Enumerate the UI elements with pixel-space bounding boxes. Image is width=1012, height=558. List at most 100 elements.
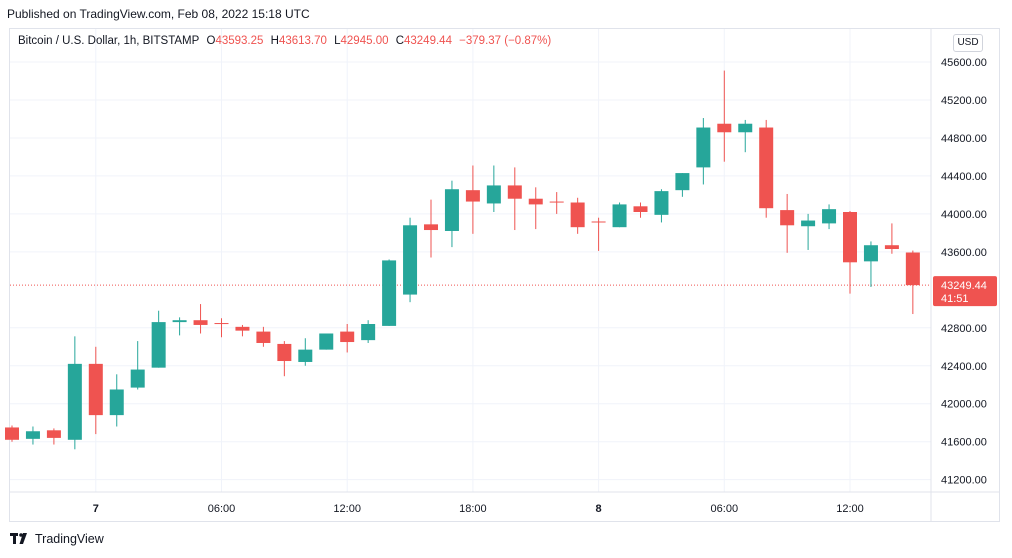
- candle[interactable]: [843, 211, 857, 294]
- candle[interactable]: [863, 241, 878, 287]
- candle[interactable]: [738, 119, 753, 153]
- price-tick-label: 42400.00: [941, 361, 987, 373]
- candle-body: [675, 173, 690, 191]
- candle[interactable]: [361, 320, 376, 343]
- chart-frame: [9, 28, 1000, 522]
- candle-body: [109, 389, 124, 416]
- candle[interactable]: [717, 70, 732, 162]
- candle[interactable]: [801, 213, 816, 250]
- candle-body: [382, 260, 397, 326]
- candle-body: [88, 363, 103, 416]
- footer: TradingView: [10, 532, 104, 546]
- candle-body: [298, 349, 313, 362]
- candle[interactable]: [780, 193, 795, 253]
- close-value: 43249.44: [404, 35, 452, 47]
- candle[interactable]: [884, 223, 899, 254]
- candle-body: [235, 326, 250, 331]
- candle-body: [340, 331, 355, 343]
- candle[interactable]: [486, 165, 501, 212]
- open-value: 43593.25: [215, 35, 264, 47]
- candle[interactable]: [905, 250, 920, 315]
- candle[interactable]: [319, 333, 334, 350]
- tradingview-brand[interactable]: TradingView: [35, 532, 104, 546]
- close-label: C: [395, 35, 404, 47]
- candle[interactable]: [822, 204, 837, 230]
- candle-body: [612, 204, 627, 228]
- candle[interactable]: [214, 318, 229, 338]
- candle-body: [46, 430, 61, 438]
- candle-body: [759, 127, 774, 209]
- symbol-title[interactable]: Bitcoin / U.S. Dollar, 1h, BITSTAMP: [18, 35, 200, 47]
- candle[interactable]: [277, 341, 292, 377]
- time-tick-label: 8: [596, 503, 602, 515]
- candle-body: [67, 363, 82, 440]
- candle[interactable]: [67, 336, 82, 450]
- candle[interactable]: [696, 118, 711, 185]
- candle[interactable]: [403, 217, 418, 303]
- candle-body: [570, 202, 585, 228]
- candle[interactable]: [109, 374, 124, 427]
- high-label: H: [270, 35, 279, 47]
- candle[interactable]: [675, 173, 690, 197]
- candle[interactable]: [298, 338, 313, 366]
- tradingview-logo-icon: [10, 533, 27, 544]
- price-tag-countdown: 41:51: [941, 293, 969, 305]
- candle-body: [863, 245, 878, 262]
- price-tick-label: 44400.00: [941, 171, 987, 183]
- candle[interactable]: [46, 428, 61, 445]
- open-label: O: [206, 35, 216, 47]
- candle[interactable]: [507, 167, 522, 231]
- price-tick-label: 42800.00: [941, 323, 987, 335]
- candle[interactable]: [193, 304, 208, 334]
- candle[interactable]: [130, 341, 145, 390]
- candle[interactable]: [424, 199, 438, 258]
- candle-body: [151, 322, 166, 368]
- candle-body: [424, 224, 438, 231]
- candle[interactable]: [759, 119, 774, 218]
- candle-body: [591, 221, 606, 223]
- candle[interactable]: [25, 426, 40, 445]
- candle-body: [717, 123, 732, 133]
- candle[interactable]: [549, 192, 564, 214]
- candle[interactable]: [340, 324, 355, 353]
- candle[interactable]: [172, 317, 187, 336]
- candle-body: [822, 209, 837, 224]
- currency-button[interactable]: USD: [953, 34, 983, 52]
- price-tag-value: 43249.44: [941, 280, 987, 292]
- candle[interactable]: [633, 202, 648, 218]
- candle[interactable]: [612, 202, 627, 228]
- candle[interactable]: [591, 217, 606, 251]
- candle-body: [696, 127, 711, 168]
- candle[interactable]: [654, 189, 669, 223]
- candle[interactable]: [235, 324, 250, 337]
- candle-body: [193, 320, 208, 325]
- candle[interactable]: [570, 197, 585, 234]
- low-value: 42945.00: [340, 35, 389, 47]
- candle-body: [633, 206, 648, 212]
- candle-body: [843, 212, 857, 263]
- candle[interactable]: [444, 180, 459, 248]
- candle[interactable]: [88, 346, 103, 435]
- candle[interactable]: [256, 326, 271, 347]
- candle-body: [549, 201, 564, 203]
- candle[interactable]: [465, 165, 480, 234]
- candle-body: [486, 185, 501, 204]
- change-value: −379.37 (−0.87%): [459, 35, 552, 47]
- candle[interactable]: [5, 425, 19, 442]
- candle-body: [403, 225, 418, 295]
- time-tick-label: 7: [93, 503, 99, 515]
- price-tick-label: 41200.00: [941, 475, 987, 487]
- candle[interactable]: [151, 310, 166, 368]
- candle[interactable]: [382, 259, 397, 326]
- candle[interactable]: [528, 187, 543, 230]
- time-tick-label: 12:00: [333, 503, 361, 515]
- candle-body: [172, 320, 187, 323]
- price-tag-box: [933, 276, 997, 307]
- price-tick-label: 45600.00: [941, 57, 987, 69]
- candle-body: [256, 331, 271, 343]
- time-tick-label: 12:00: [836, 503, 864, 515]
- candle-body: [277, 343, 292, 362]
- candle-body: [5, 427, 19, 440]
